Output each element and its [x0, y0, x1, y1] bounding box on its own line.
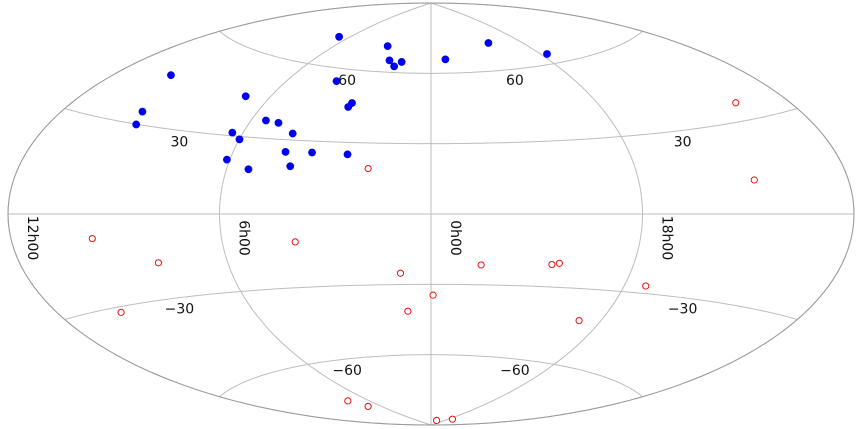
data-point — [274, 118, 283, 127]
data-point — [477, 261, 485, 269]
data-point — [543, 50, 551, 58]
data-point — [575, 316, 583, 325]
data-point — [448, 415, 457, 423]
data-point — [222, 155, 231, 164]
data-point — [555, 259, 563, 267]
data-point — [441, 55, 450, 64]
data-point — [132, 120, 141, 129]
data-point — [117, 308, 125, 316]
data-point — [750, 176, 758, 184]
data-point — [429, 291, 437, 299]
data-point — [642, 282, 650, 290]
data-point — [228, 128, 237, 137]
data-point — [281, 148, 290, 156]
parallel-line — [64, 283, 798, 320]
longitude-tick-label: 6h00 — [236, 220, 252, 256]
data-point — [167, 71, 175, 80]
parallel-line — [219, 354, 643, 398]
data-point — [390, 62, 399, 71]
data-point — [288, 129, 297, 138]
data-point — [308, 148, 316, 157]
latitude-tick-label: −30 — [165, 302, 195, 318]
data-point — [154, 259, 162, 267]
data-point — [262, 116, 270, 125]
data-point — [343, 150, 352, 159]
data-point — [383, 42, 392, 50]
data-point — [291, 238, 299, 246]
data-point — [286, 162, 295, 171]
latitude-tick-label: 30 — [674, 134, 692, 150]
latitude-tick-label: −60 — [332, 363, 362, 379]
data-point — [241, 92, 250, 101]
data-point — [396, 269, 405, 277]
tick-labels: 0h006h0018h0012h0012h0060603030−30−30−60… — [24, 73, 698, 379]
projection-outline — [7, 2, 855, 426]
data-point — [364, 402, 372, 411]
data-point — [404, 307, 412, 315]
graticule — [7, 2, 855, 426]
latitude-tick-label: −60 — [500, 363, 530, 379]
latitude-tick-label: 60 — [506, 73, 524, 89]
longitude-tick-label: 18h00 — [659, 216, 675, 261]
data-point — [364, 164, 372, 173]
data-points — [88, 32, 758, 425]
longitude-tick-label: 12h00 — [24, 216, 40, 261]
data-point — [235, 135, 244, 144]
parallel-line — [219, 30, 643, 74]
data-point — [138, 107, 147, 116]
data-point — [332, 77, 341, 86]
data-point — [335, 32, 343, 41]
data-point — [484, 39, 493, 47]
data-point — [88, 234, 96, 243]
data-point — [433, 416, 441, 425]
longitude-tick-label: 0h00 — [447, 220, 463, 256]
latitude-tick-label: −30 — [668, 302, 698, 318]
data-point — [397, 58, 406, 66]
data-point — [344, 397, 352, 405]
data-point — [548, 260, 556, 269]
data-point — [385, 56, 394, 65]
data-point — [244, 165, 253, 174]
data-point — [344, 103, 353, 111]
parallel-line — [64, 108, 798, 145]
latitude-tick-label: 30 — [170, 134, 188, 150]
latitude-tick-label: 60 — [338, 73, 356, 89]
data-point — [732, 99, 740, 107]
